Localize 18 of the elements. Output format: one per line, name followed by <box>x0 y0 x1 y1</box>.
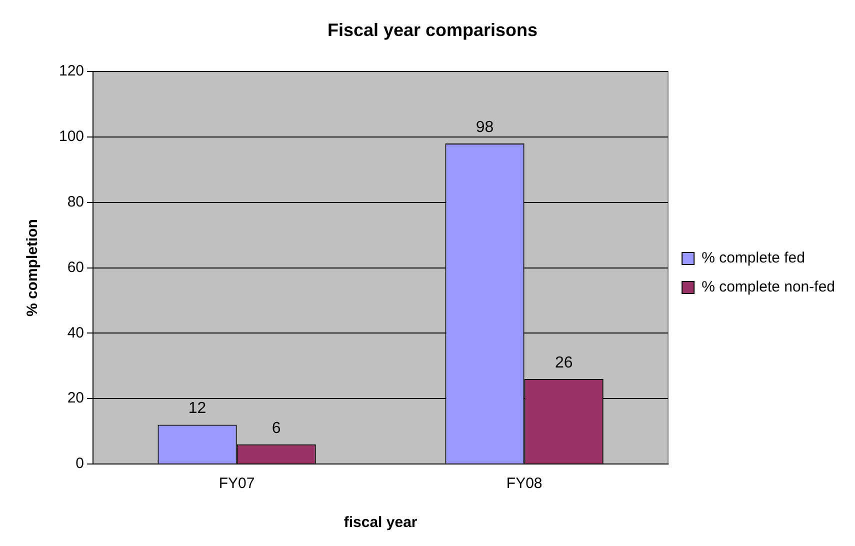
y-axis-title: % completion <box>24 219 42 317</box>
chart-title: Fiscal year comparisons <box>327 20 538 40</box>
x-axis-title: fiscal year <box>344 514 418 532</box>
y-tick-label: 20 <box>67 390 84 407</box>
y-tick-label: 0 <box>76 455 84 472</box>
data-label: 98 <box>476 118 494 136</box>
y-tick-label: 80 <box>67 194 84 211</box>
y-tick-label: 100 <box>58 128 84 146</box>
data-label: 6 <box>272 420 281 437</box>
legend-label: % complete non-fed <box>702 278 836 296</box>
y-tick-label: 120 <box>58 62 84 80</box>
x-tick-label: FY08 <box>506 475 542 492</box>
data-label: 12 <box>188 400 206 418</box>
x-tick-label: FY07 <box>218 475 255 492</box>
y-tick-label: 40 <box>67 324 84 342</box>
legend-label: % complete fed <box>702 250 805 267</box>
y-tick-label: 60 <box>67 258 84 276</box>
data-label: 26 <box>554 354 573 372</box>
